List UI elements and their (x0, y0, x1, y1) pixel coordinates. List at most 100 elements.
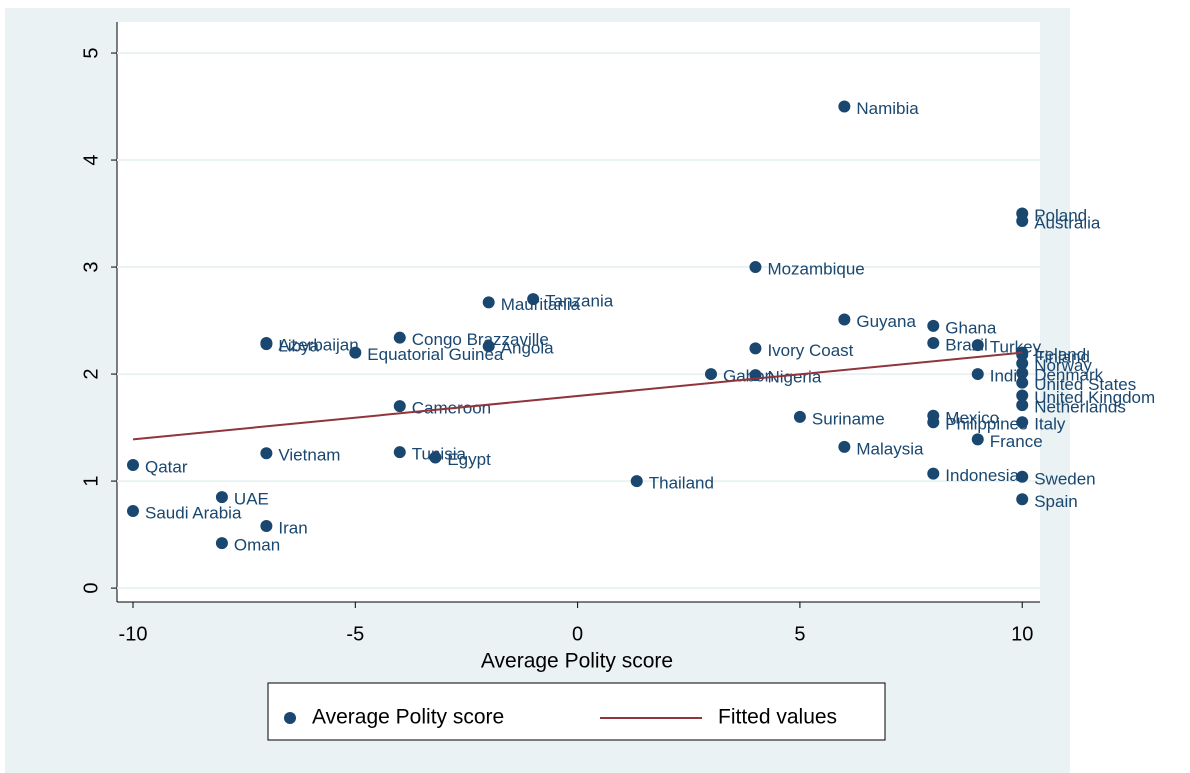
point (1016, 366, 1029, 379)
point (927, 319, 940, 332)
point (704, 368, 717, 381)
point (1016, 376, 1029, 389)
point-label: Norway (1034, 356, 1092, 375)
point-label: Saudi Arabia (145, 504, 242, 523)
point-label: Mauritania (501, 295, 581, 314)
legend-label: Fitted values (718, 706, 837, 729)
point (260, 338, 273, 351)
point (793, 410, 806, 423)
point (527, 293, 540, 306)
point-label: Denmark (1034, 365, 1103, 384)
point-label: Ivory Coast (767, 341, 853, 360)
point (838, 313, 851, 326)
point-label: Philippines (945, 415, 1027, 434)
point (260, 447, 273, 460)
point (927, 467, 940, 480)
point (429, 451, 442, 464)
x-tick-label: -10 (119, 623, 148, 645)
legend-label: Average Polity score (312, 706, 504, 729)
point-label: United States (1034, 375, 1136, 394)
y-tick-label: 0 (80, 583, 102, 594)
point-label: Ghana (945, 318, 997, 337)
point (127, 459, 140, 472)
point (1016, 470, 1029, 483)
point-label: Oman (234, 536, 280, 555)
y-tick-label: 4 (80, 154, 102, 165)
point-label: Indonesia (945, 466, 1019, 485)
x-tick-label: -5 (346, 623, 364, 645)
point-label: France (990, 432, 1043, 451)
point-label: Poland (1034, 206, 1087, 225)
point (482, 296, 495, 309)
point (1016, 399, 1029, 412)
y-tick-label: 2 (80, 369, 102, 380)
point-label: Nigeria (767, 368, 821, 387)
point-label: Equatorial Guinea (367, 345, 504, 364)
point (127, 505, 140, 518)
point (260, 520, 273, 533)
point-label: Mexico (945, 408, 999, 427)
point-label: Thailand (649, 474, 714, 493)
point-label: Spain (1034, 492, 1077, 511)
point (1016, 416, 1029, 429)
point (393, 446, 406, 459)
fit-line (132, 351, 1023, 441)
point-label: Australia (1034, 214, 1101, 233)
point (838, 100, 851, 113)
point (482, 340, 495, 353)
point-label: Italy (1034, 415, 1066, 434)
point-label: Egypt (447, 450, 491, 469)
point-label: Congo Brazzaville (412, 330, 549, 349)
point-label: UAE (234, 490, 269, 509)
point (1016, 389, 1029, 402)
point-label: United Kingdom (1034, 388, 1155, 407)
plot-area (117, 22, 1040, 602)
point-label: Sweden (1034, 469, 1095, 488)
point (393, 400, 406, 413)
point-label: Netherlands (1034, 398, 1126, 417)
point-label: Ireland (1034, 345, 1086, 364)
point-label: Guyana (856, 312, 916, 331)
point (749, 261, 762, 274)
point-label: Turkey (990, 338, 1042, 357)
point (971, 368, 984, 381)
point-label: Azerbaijan (278, 336, 358, 355)
y-tick-label: 3 (80, 261, 102, 272)
point-label: Malaysia (856, 439, 924, 458)
point (1016, 493, 1029, 506)
point-label: Libya (278, 337, 319, 356)
point (630, 475, 643, 488)
x-tick-label: 0 (572, 623, 583, 645)
y-tick-label: 5 (80, 47, 102, 58)
point-label: Tanzania (545, 292, 614, 311)
point (971, 433, 984, 446)
y-tick-label: 1 (80, 476, 102, 487)
x-axis-title: Average Polity score (481, 650, 673, 673)
point-label: Iran (278, 519, 307, 538)
point (1016, 348, 1029, 361)
x-tick-label: 10 (1011, 623, 1033, 645)
point (749, 342, 762, 355)
point-label: Angola (501, 339, 554, 358)
point-label: Namibia (856, 99, 919, 118)
point (838, 440, 851, 453)
point (927, 337, 940, 350)
point (1016, 215, 1029, 228)
point-label: Suriname (812, 409, 885, 428)
point (215, 491, 228, 504)
point (971, 339, 984, 352)
point-label: Mozambique (767, 260, 864, 279)
legend-marker (284, 712, 296, 724)
legend (267, 682, 886, 741)
point-label: Finland (1034, 347, 1090, 366)
point-label: Vietnam (278, 446, 340, 465)
point (349, 346, 362, 359)
point (215, 537, 228, 550)
point (1016, 357, 1029, 370)
point (927, 416, 940, 429)
point-label: Gabon (723, 367, 774, 386)
x-tick-label: 5 (794, 623, 805, 645)
point-label: Qatar (145, 458, 188, 477)
